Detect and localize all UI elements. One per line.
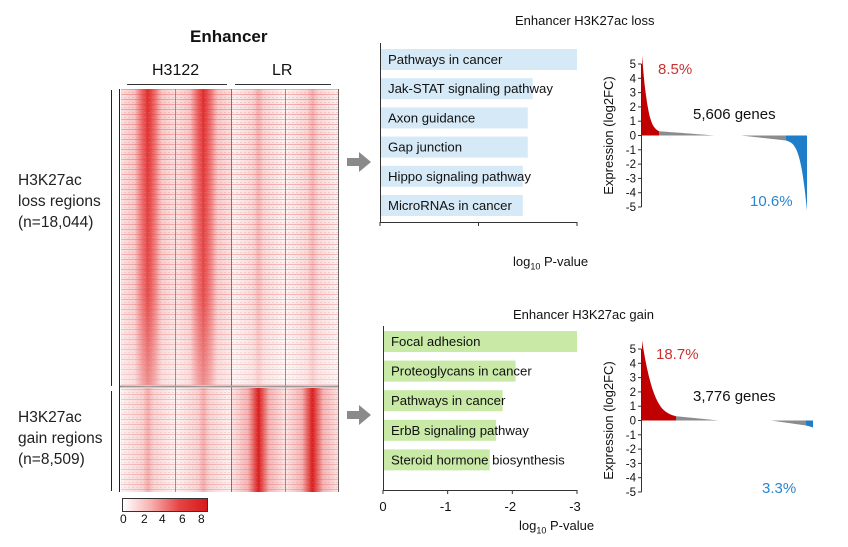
loss-regions-label: H3K27ac loss regions (n=18,044) xyxy=(18,170,101,233)
loss-label-line1: H3K27ac xyxy=(18,172,82,189)
y-tick-label: 1 xyxy=(630,401,636,413)
y-tick-label: 1 xyxy=(630,116,636,128)
upregulated-genes-area xyxy=(642,55,659,136)
unchanged-genes-area xyxy=(676,416,719,421)
pathway-bar xyxy=(381,78,533,100)
y-tick-label: 4 xyxy=(630,358,637,370)
pathway-bar-label: MicroRNAs in cancer xyxy=(388,198,512,213)
gain-bracket xyxy=(111,391,112,491)
pathway-bar xyxy=(384,360,516,382)
unchanged-genes-area xyxy=(741,135,786,141)
y-tick-label: -5 xyxy=(626,202,636,214)
y-tick-label: -2 xyxy=(626,444,636,456)
scale-tick-6: 6 xyxy=(179,512,186,526)
downregulated-genes-area xyxy=(786,135,807,211)
pathway-bar xyxy=(381,165,523,187)
scale-tick-8: 8 xyxy=(198,512,205,526)
y-tick-label: -5 xyxy=(626,487,636,499)
loss-up-percent: 8.5% xyxy=(658,61,693,78)
loss-bracket xyxy=(111,90,112,386)
heatmap-title: Enhancer xyxy=(190,27,268,46)
scale-tick-0: 0 xyxy=(120,512,127,526)
condition-underline-lr xyxy=(235,84,331,85)
pathway-bar-label: Axon guidance xyxy=(388,110,475,125)
unchanged-genes-area xyxy=(771,420,806,426)
y-tick-label: 5 xyxy=(630,59,636,71)
downregulated-genes-area xyxy=(806,420,813,428)
scale-tick-2: 2 xyxy=(141,512,148,526)
x-tick-label: -1 xyxy=(440,499,452,514)
color-scale-bar xyxy=(122,498,208,512)
y-tick-label: 3 xyxy=(630,88,636,100)
y-tick-label: -1 xyxy=(626,430,636,442)
x-tick-label: -3 xyxy=(569,499,581,514)
y-tick-label: -1 xyxy=(626,145,636,157)
gain-pathway-bar-chart: Focal adhesion Proteoglycans in cancer Pat… xyxy=(379,326,581,514)
condition-underline-h3122 xyxy=(127,84,227,85)
condition-label-lr: LR xyxy=(272,62,293,79)
pathway-bar xyxy=(384,419,497,441)
pathway-bar-label: ErbB signaling pathway xyxy=(391,423,529,438)
y-tick-label: 2 xyxy=(630,387,636,399)
gain-bar-x-axis-label: log10 P-value xyxy=(519,518,595,536)
loss-genes-count: 5,606 genes xyxy=(693,106,776,123)
unchanged-genes-area xyxy=(659,131,715,136)
y-tick-label: 2 xyxy=(630,102,636,114)
gain-bar-chart-title: Enhancer H3K27ac gain xyxy=(513,307,654,322)
enhancer-heatmap xyxy=(119,89,339,492)
y-tick-label: -4 xyxy=(626,188,637,200)
pathway-bar-label: Hippo signaling pathway xyxy=(388,169,531,184)
gain-label-line2: gain regions xyxy=(18,430,103,447)
y-tick-label: -3 xyxy=(626,458,636,470)
arrow-right-icon xyxy=(347,152,371,172)
loss-pathway-bar-chart: Pathways in cancer Jak-STAT signaling pat… xyxy=(379,43,578,226)
y-tick-label: 5 xyxy=(630,344,636,356)
pathway-bar xyxy=(384,390,503,412)
y-tick-label: 3 xyxy=(630,373,636,385)
pathway-bar xyxy=(381,49,577,70)
x-tick-label: 0 xyxy=(379,499,386,514)
y-tick-label: 0 xyxy=(630,131,636,143)
pathway-bar-label: Steroid hormone biosynthesis xyxy=(391,452,565,467)
arrow-right-icon xyxy=(347,405,371,425)
loss-bar-chart-title: Enhancer H3K27ac loss xyxy=(515,13,655,28)
loss-label-line2: loss regions xyxy=(18,193,101,210)
gain-label-line1: H3K27ac xyxy=(18,409,82,426)
y-tick-label: -3 xyxy=(626,173,636,185)
scale-tick-4: 4 xyxy=(159,512,166,526)
heatmap-gain-texture xyxy=(121,388,339,492)
y-tick-label: 4 xyxy=(630,73,637,85)
loss-expression-chart: Expression (log2FC) 5 4 3 2 1 0 -1 -2 -3 -4 -5 xyxy=(601,55,807,214)
loss-bar-x-axis-label: log10 P-value xyxy=(513,254,589,272)
gain-down-percent: 3.3% xyxy=(762,480,797,497)
x-tick-label: -2 xyxy=(505,499,517,514)
pathway-bar-label: Proteoglycans in cancer xyxy=(391,364,532,379)
pathway-bar xyxy=(381,195,523,216)
gain-genes-count: 3,776 genes xyxy=(693,388,776,405)
heatmap-loss-fade xyxy=(121,89,339,385)
gain-regions-label: H3K27ac gain regions (n=8,509) xyxy=(18,407,102,470)
pathway-bar-label: Pathways in cancer xyxy=(388,52,503,67)
y-tick-label: -2 xyxy=(626,159,636,171)
expression-y-axis-label: Expression (log2FC) xyxy=(601,76,616,195)
y-tick-label: 0 xyxy=(630,416,636,428)
pathway-bar xyxy=(381,107,528,129)
pathway-bar xyxy=(384,449,490,471)
condition-label-h3122: H3122 xyxy=(152,62,200,79)
pathway-bar xyxy=(384,331,577,352)
gain-up-percent: 18.7% xyxy=(656,346,699,363)
pathway-bar-label: Pathways in cancer xyxy=(391,393,506,408)
gain-label-line3: (n=8,509) xyxy=(18,451,85,468)
upregulated-genes-area xyxy=(642,340,676,421)
pathway-bar-label: Gap junction xyxy=(388,140,462,155)
y-tick-label: -4 xyxy=(626,473,637,485)
pathway-bar-label: Jak-STAT signaling pathway xyxy=(388,81,553,96)
pathway-bar xyxy=(381,136,528,158)
pathway-bar-label: Focal adhesion xyxy=(391,334,480,349)
gain-expression-chart: Expression (log2FC) 5 4 3 2 1 0 -1 -2 -3 -4 -5 xyxy=(601,340,813,499)
expression-y-axis-label: Expression (log2FC) xyxy=(601,361,616,480)
loss-label-line3: (n=18,044) xyxy=(18,214,94,231)
loss-down-percent: 10.6% xyxy=(750,193,793,210)
